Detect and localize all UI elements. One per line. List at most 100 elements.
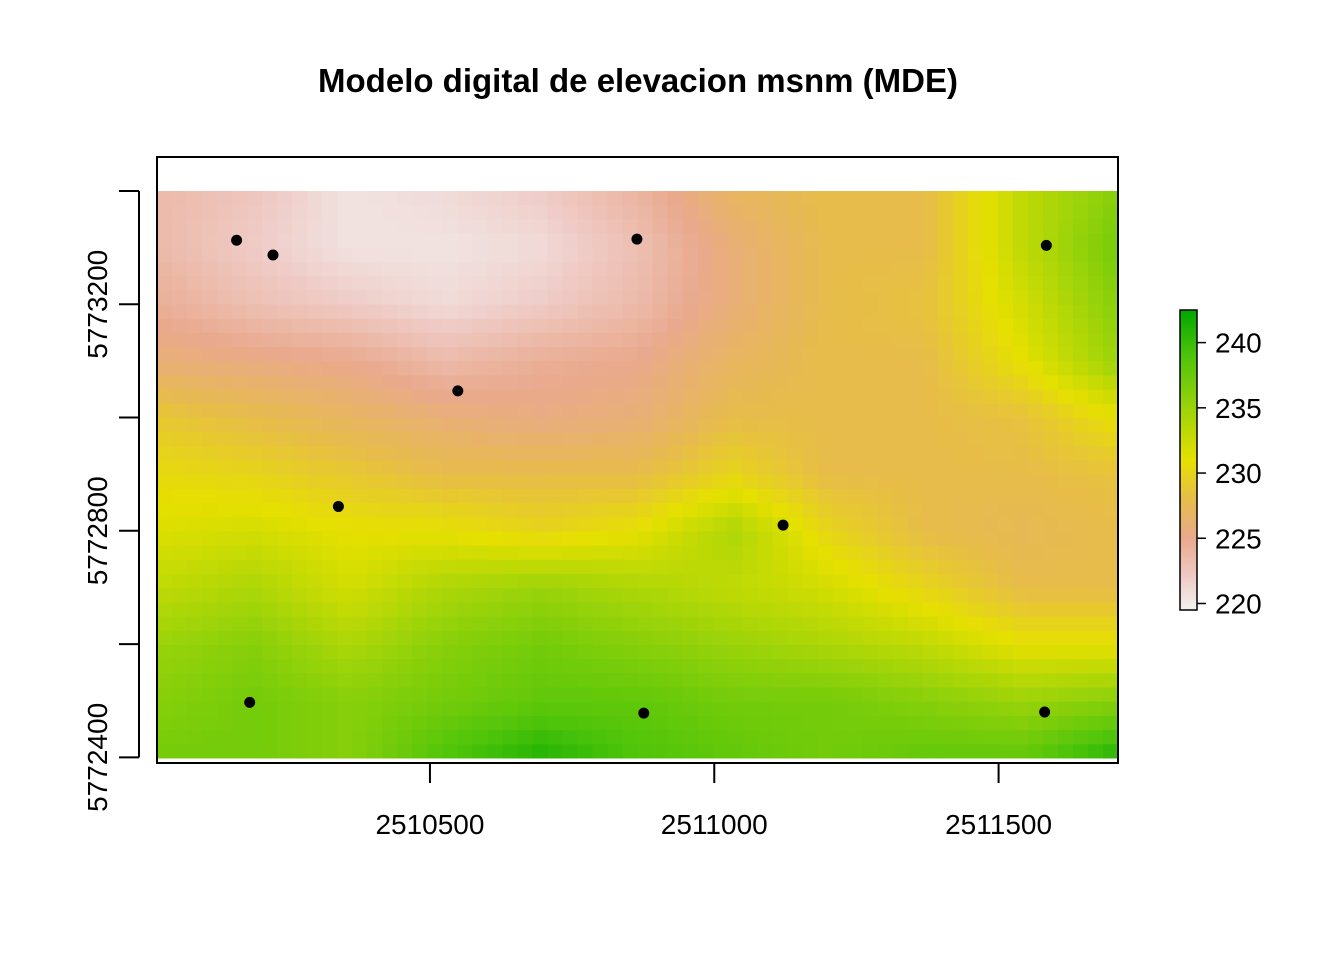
raster-cell <box>412 219 428 235</box>
raster-cell <box>1042 474 1059 490</box>
raster-cell <box>622 375 639 391</box>
raster-cell <box>517 715 533 731</box>
raster-cell <box>307 545 323 561</box>
raster-cell <box>757 602 774 618</box>
raster-cell <box>982 503 999 518</box>
raster-cell <box>1072 588 1089 604</box>
raster-cell <box>772 744 789 759</box>
raster-cell <box>787 715 804 731</box>
raster-cell <box>277 205 293 220</box>
raster-cell <box>577 659 594 674</box>
raster-cell <box>667 219 684 235</box>
raster-cell <box>547 332 564 348</box>
raster-cell <box>982 559 999 575</box>
raster-cell <box>442 574 458 589</box>
raster-cell <box>367 503 383 518</box>
raster-cell <box>772 559 789 575</box>
raster-cell <box>742 659 759 674</box>
raster-cell <box>202 205 218 220</box>
raster-cell <box>877 715 894 731</box>
sample-point <box>638 707 650 719</box>
raster-cell <box>1102 233 1118 249</box>
raster-cell <box>727 488 744 504</box>
raster-cell <box>787 347 804 362</box>
raster-cell <box>277 460 293 476</box>
raster-cell <box>532 644 549 660</box>
raster-cell <box>847 503 864 518</box>
raster-cell <box>757 403 774 419</box>
raster-cell <box>787 332 804 348</box>
raster-cell <box>892 332 909 348</box>
raster-cell <box>922 318 939 334</box>
raster-cell <box>862 602 879 618</box>
raster-cell <box>1057 701 1074 717</box>
raster-cell <box>877 630 894 646</box>
raster-cell <box>622 403 639 419</box>
raster-cell <box>862 730 879 745</box>
raster-cell <box>922 389 939 405</box>
raster-cell <box>667 659 684 674</box>
raster-cell <box>217 403 233 419</box>
raster-cell <box>1102 715 1118 731</box>
raster-cell <box>487 503 503 518</box>
raster-cell <box>757 531 774 547</box>
raster-cell <box>937 488 954 504</box>
raster-cell <box>217 304 233 320</box>
raster-cell <box>832 644 849 660</box>
raster-cell <box>412 276 428 291</box>
raster-cell <box>742 403 759 419</box>
raster-cell <box>337 389 353 405</box>
raster-cell <box>847 304 864 320</box>
raster-cell <box>502 616 518 632</box>
raster-cell <box>967 659 984 674</box>
raster-cell <box>847 701 864 717</box>
raster-cell <box>817 318 834 334</box>
raster-cell <box>202 276 218 291</box>
raster-cell <box>307 744 323 759</box>
raster-cell <box>982 659 999 674</box>
raster-cell <box>1087 545 1104 561</box>
raster-cell <box>307 304 323 320</box>
raster-cell <box>307 446 323 462</box>
raster-cell <box>532 389 549 405</box>
raster-cell <box>187 403 203 419</box>
raster-cell <box>652 432 669 447</box>
raster-cell <box>622 744 639 759</box>
raster-cell <box>682 432 699 447</box>
raster-cell <box>382 659 398 674</box>
raster-cell <box>922 701 939 717</box>
raster-cell <box>847 715 864 731</box>
raster-cell <box>442 659 458 674</box>
raster-cell <box>532 517 549 533</box>
raster-cell <box>412 673 428 689</box>
raster-cell <box>1087 602 1104 618</box>
raster-cell <box>187 545 203 561</box>
raster-cell <box>577 602 594 618</box>
raster-cell <box>472 446 488 462</box>
raster-cell <box>412 630 428 646</box>
raster-cell <box>952 630 969 646</box>
raster-cell <box>1102 588 1118 604</box>
raster-cell <box>937 474 954 490</box>
raster-cell <box>277 531 293 547</box>
raster-cell <box>1027 417 1044 433</box>
raster-cell <box>277 715 293 731</box>
raster-cell <box>607 290 624 306</box>
raster-cell <box>427 375 443 391</box>
raster-cell <box>727 219 744 235</box>
raster-cell <box>1027 517 1044 533</box>
raster-cell <box>817 630 834 646</box>
raster-cell <box>202 545 218 561</box>
raster-cell <box>487 247 503 263</box>
raster-cell <box>292 687 308 703</box>
raster-cell <box>982 361 999 377</box>
raster-cell <box>1012 559 1029 575</box>
raster-cell <box>427 417 443 433</box>
raster-cell <box>772 602 789 618</box>
raster-cell <box>472 588 488 604</box>
raster-cell <box>232 417 248 433</box>
raster-cell <box>1012 673 1029 689</box>
raster-cell <box>427 460 443 476</box>
raster-cell <box>1102 347 1118 362</box>
raster-cell <box>217 574 233 589</box>
